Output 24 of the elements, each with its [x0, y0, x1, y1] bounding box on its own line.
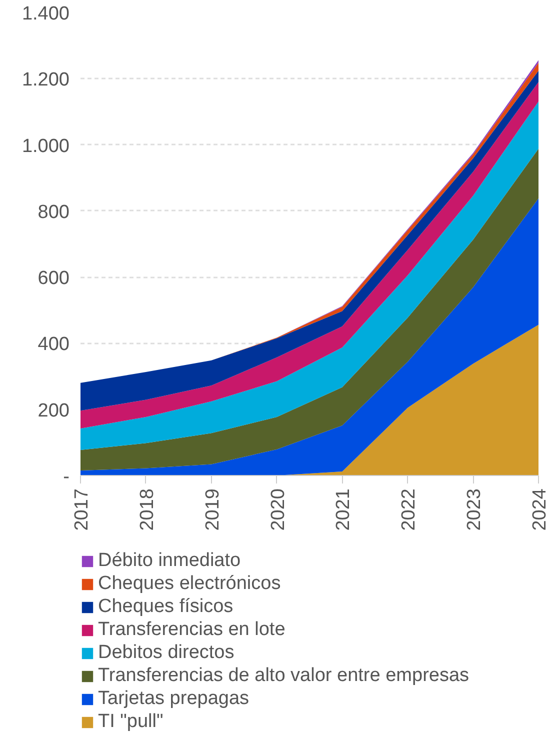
y-tick-label: 200 — [38, 400, 70, 422]
y-tick-label: 600 — [38, 268, 70, 290]
y-tick-label: 400 — [38, 334, 70, 356]
legend-label: Transferencias en lote — [98, 619, 286, 641]
legend-label: Tarjetas prepagas — [98, 688, 250, 710]
x-tick-label: 2020 — [268, 488, 289, 531]
y-tick-label: - — [63, 466, 70, 488]
y-tick-label: 1.000 — [22, 136, 70, 157]
y-tick-label: 800 — [38, 202, 70, 223]
y-tick-label: 1.400 — [22, 4, 70, 24]
x-tick-label: 2024 — [530, 488, 550, 531]
legend-label: Cheques físicos — [98, 596, 234, 618]
x-tick-label: 2022 — [398, 488, 420, 531]
x-tick-label: 2017 — [72, 488, 92, 531]
y-tick-label: 1.200 — [22, 70, 70, 91]
legend-label: Debitos directos — [98, 642, 234, 664]
x-tick-label: 2018 — [136, 488, 158, 531]
x-tick-label: 2023 — [464, 488, 486, 531]
legend-label: Cheques electrónicos — [98, 573, 281, 595]
legend-label: TI "pull" — [98, 711, 164, 733]
x-tick-label: 2021 — [333, 488, 354, 531]
legend-label: Débito inmediato — [98, 550, 241, 572]
legend-label: Transferencias de alto valor entre empresas — [98, 665, 470, 687]
x-tick-label: 2019 — [202, 488, 224, 531]
